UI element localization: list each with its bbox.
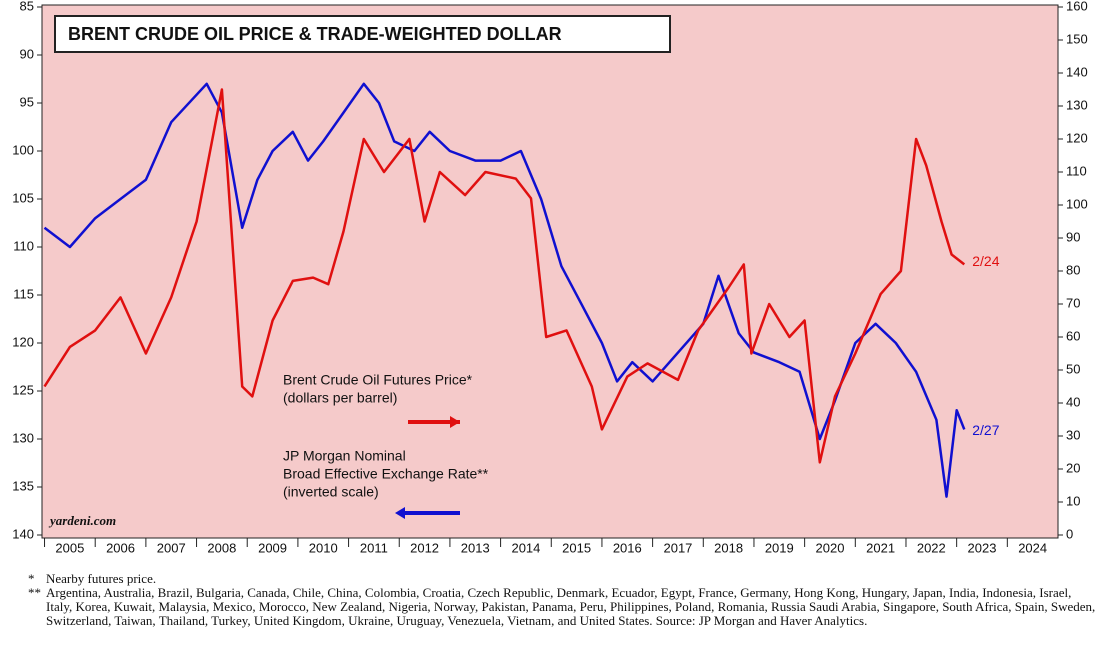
x-tick-label: 2015 [562,540,591,555]
footnote: ** Argentina, Australia, Brazil, Bulgaria… [28,586,1098,628]
x-tick-label: 2018 [714,540,743,555]
y-tick-label: 140 [12,526,34,541]
footnote-mark: * [28,571,35,586]
y-tick-label: 120 [12,334,34,349]
legend-text: Broad Effective Exchange Rate** [283,466,489,482]
y2-tick-label: 70 [1066,295,1080,310]
y-tick-label: 135 [12,478,34,493]
legend-text: (inverted scale) [283,484,379,500]
y-tick-label: 85 [20,0,34,13]
footnote-text: Argentina, Australia, Brazil, Bulgaria, … [46,585,1096,628]
y-tick-label: 115 [13,286,34,301]
y-tick-label: 105 [12,190,34,205]
x-tick-label: 2021 [866,540,895,555]
end-label: 2/27 [972,422,999,438]
y2-tick-label: 10 [1066,493,1080,508]
legend-arrow-head [395,507,405,519]
title-box [54,15,671,53]
y-tick-label: 125 [12,382,34,397]
y2-tick-label: 120 [1066,130,1088,145]
legend-text: JP Morgan Nominal [283,448,406,464]
y-tick-label: 95 [20,94,34,109]
series-line [43,88,966,464]
legend-text: Brent Crude Oil Futures Price* [283,372,473,388]
x-tick-label: 2010 [309,540,338,555]
y2-tick-label: 80 [1066,262,1080,277]
x-tick-label: 2022 [917,540,946,555]
y2-tick-label: 100 [1066,196,1088,211]
legend-text: (dollars per barrel) [283,390,397,406]
y-tick-label: 100 [12,142,34,157]
footnote: * Nearby futures price. [28,572,1098,586]
footnotes: * Nearby futures price. ** Argentina, Aust… [28,572,1098,628]
y-tick-label: 110 [13,238,34,253]
y2-tick-label: 50 [1066,361,1080,376]
y2-tick-label: 160 [1066,0,1088,13]
legend-arrow-head [450,416,460,428]
y2-tick-label: 20 [1066,460,1080,475]
y2-tick-label: 140 [1066,64,1088,79]
y2-tick-label: 0 [1066,526,1073,541]
y2-tick-label: 150 [1066,31,1088,46]
y2-tick-label: 40 [1066,394,1080,409]
y2-tick-label: 110 [1066,163,1087,178]
x-tick-label: 2023 [968,540,997,555]
plot-area [41,4,1059,539]
x-tick-label: 2006 [106,540,135,555]
x-tick-label: 2019 [765,540,794,555]
x-tick-label: 2013 [461,540,490,555]
x-tick-label: 2005 [55,540,84,555]
y2-tick-label: 60 [1066,328,1080,343]
x-tick-label: 2011 [360,540,388,555]
x-tick-label: 2008 [207,540,236,555]
end-label: 2/24 [972,253,999,269]
footnote-mark: ** [28,585,41,600]
chart: BRENT CRUDE OIL PRICE & TRADE-WEIGHTED D… [12,0,1088,555]
x-tick-label: 2012 [410,540,439,555]
x-tick-label: 2024 [1018,540,1047,555]
x-tick-label: 2020 [816,540,845,555]
x-tick-label: 2017 [663,540,692,555]
x-tick-label: 2007 [157,540,186,555]
x-tick-label: 2016 [613,540,642,555]
y2-tick-label: 130 [1066,97,1088,112]
source-logo: yardeni.com [48,513,116,528]
x-tick-label: 2009 [258,540,287,555]
y-tick-label: 90 [20,46,34,61]
y-tick-label: 130 [12,430,34,445]
footnote-text: Nearby futures price. [46,571,157,586]
y2-tick-label: 90 [1066,229,1080,244]
chart-title: BRENT CRUDE OIL PRICE & TRADE-WEIGHTED D… [68,24,562,44]
y2-tick-label: 30 [1066,427,1080,442]
x-tick-label: 2014 [511,540,540,555]
